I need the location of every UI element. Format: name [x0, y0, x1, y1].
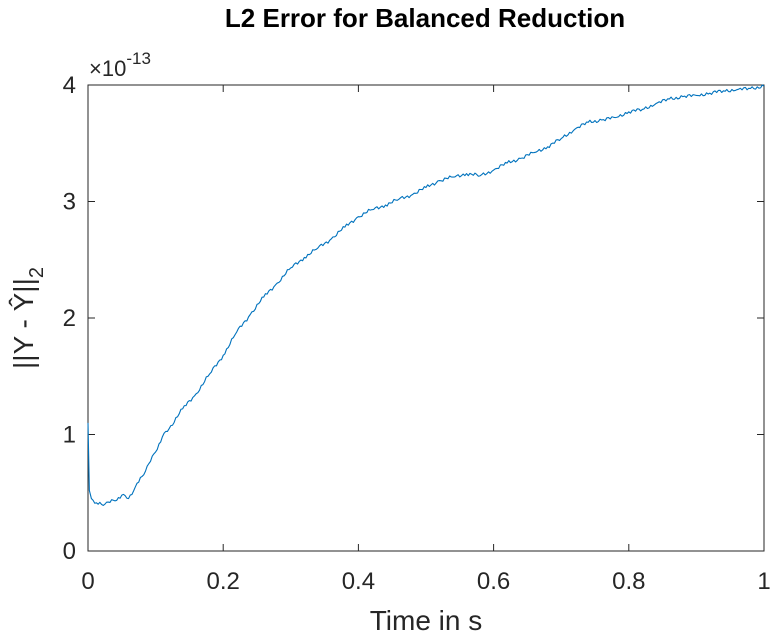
series: [87, 84, 765, 506]
y-axis-label-subscript: 2: [26, 267, 48, 278]
y-tick-label: 4: [63, 72, 76, 99]
x-tick-label: 0.6: [477, 568, 510, 595]
x-tick-label: 0.8: [612, 568, 645, 595]
y-tick-label: 3: [63, 189, 76, 216]
x-tick-label: 1: [757, 568, 770, 595]
plot-area-box: [87, 84, 765, 552]
y-exponent-power: -13: [126, 49, 151, 68]
y-tick-label: 2: [63, 305, 76, 332]
chart-title: L2 Error for Balanced Reduction: [225, 3, 625, 33]
x-axis-label: Time in s: [370, 605, 483, 636]
y-axis-label-main: ||Y - Ŷ||: [8, 278, 39, 369]
y-exponent-prefix: ×10: [89, 56, 126, 81]
ticks: 0 0.2 0.4 0.6 0.8 1 0 1 2 3 4: [63, 72, 770, 595]
x-tick-label: 0.2: [207, 568, 240, 595]
series-line: [87, 84, 765, 506]
y-tick-label: 0: [63, 538, 76, 565]
x-tick-label: 0.4: [342, 568, 375, 595]
axes: [87, 84, 765, 552]
x-tick-label: 0: [81, 568, 94, 595]
y-axis-label: ||Y - Ŷ||2: [8, 267, 48, 369]
y-exponent-label: ×10-13: [89, 49, 151, 81]
y-tick-label: 1: [63, 422, 76, 449]
